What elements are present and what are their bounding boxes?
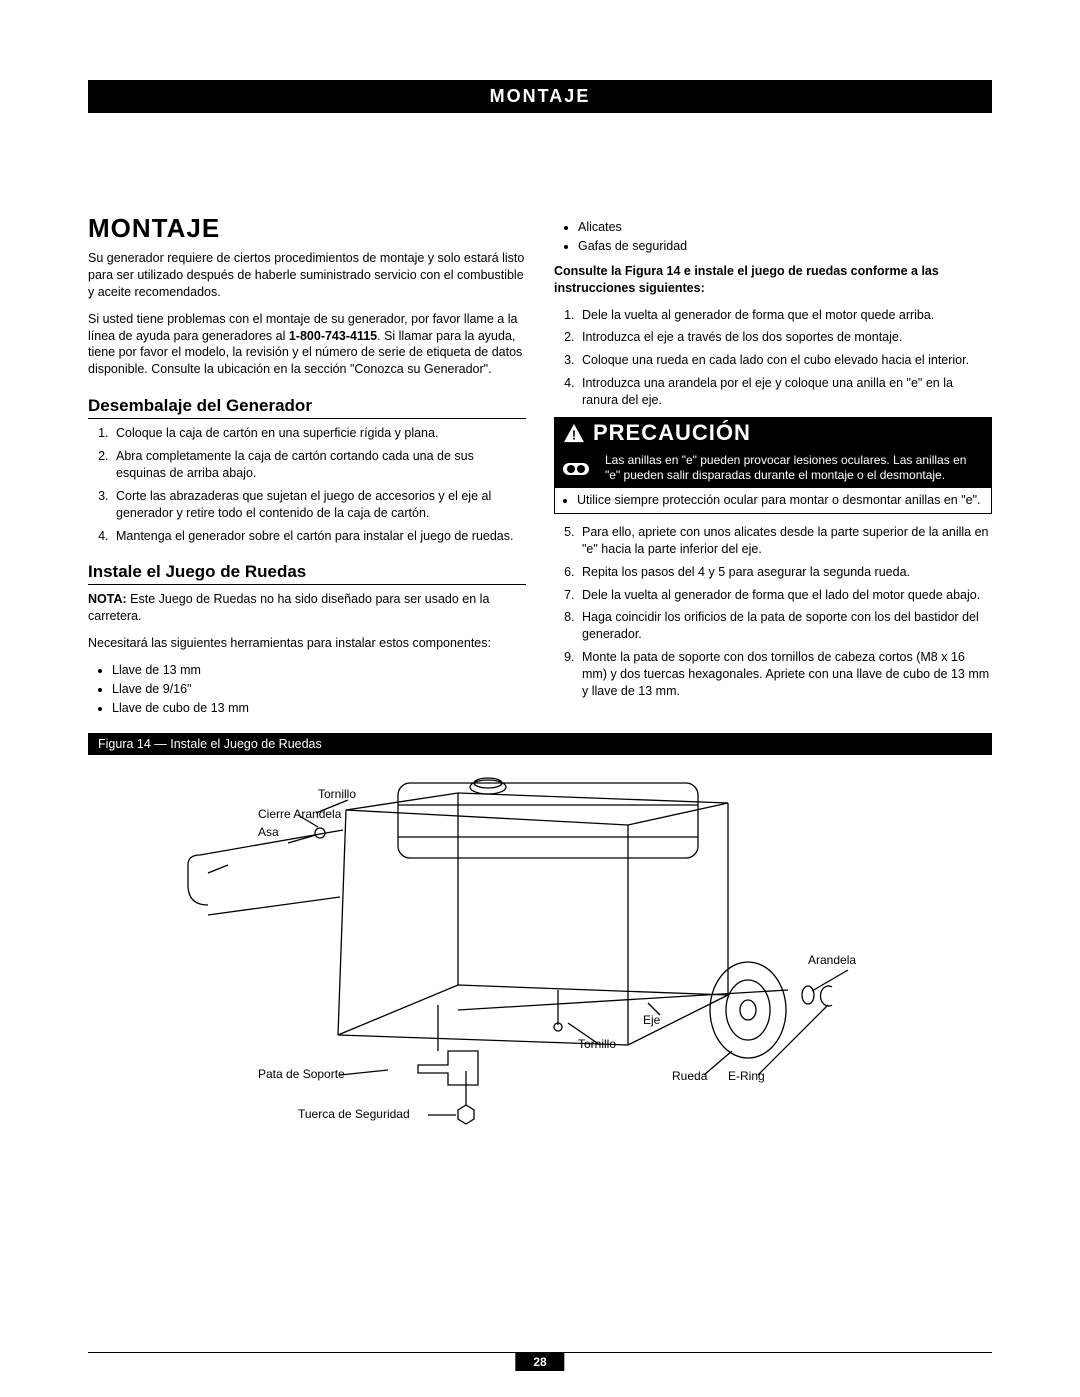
list-item: Gafas de seguridad	[578, 238, 992, 255]
install-steps-b: Para ello, apriete con unos alicates des…	[554, 524, 992, 700]
generator-diagram	[88, 755, 992, 1135]
list-item: Coloque la caja de cartón en una superfi…	[112, 425, 526, 442]
fig-label-cierre: Cierre Arandela	[258, 807, 341, 821]
nota-paragraph: NOTA: Este Juego de Ruedas no ha sido di…	[88, 591, 526, 625]
intro-paragraph-1: Su generador requiere de ciertos procedi…	[88, 250, 526, 301]
caution-header: ! PRECAUCIÓN	[555, 418, 991, 448]
intro-paragraph-2: Si usted tiene problemas con el montaje …	[88, 311, 526, 379]
unpack-list: Coloque la caja de cartón en una superfi…	[88, 425, 526, 544]
list-item: Coloque una rueda en cada lado con el cu…	[578, 352, 992, 369]
section-title: MONTAJE	[88, 213, 526, 244]
caution-body: Las anillas en "e" pueden provocar lesio…	[597, 449, 991, 488]
page-banner: MONTAJE	[88, 80, 992, 113]
list-item: Repita los pasos del 4 y 5 para asegurar…	[578, 564, 992, 581]
tools-list-right: Alicates Gafas de seguridad	[554, 219, 992, 255]
list-item: Monte la pata de soporte con dos tornill…	[578, 649, 992, 700]
list-item: Introduzca una arandela por el eje y col…	[578, 375, 992, 409]
subheading-desembalaje: Desembalaje del Generador	[88, 396, 526, 419]
nota-label: NOTA:	[88, 592, 127, 606]
caution-box: ! PRECAUCIÓN Las anillas en "e" pueden p…	[554, 417, 992, 514]
caution-bullet-list: Utilice siempre protección ocular para m…	[555, 488, 991, 513]
consult-paragraph: Consulte la Figura 14 e instale el juego…	[554, 263, 992, 297]
list-item: Alicates	[578, 219, 992, 236]
list-item: Abra completamente la caja de cartón cor…	[112, 448, 526, 482]
subheading-ruedas: Instale el Juego de Ruedas	[88, 562, 526, 585]
figure-caption: Figura 14 — Instale el Juego de Ruedas	[88, 733, 992, 755]
right-column: Alicates Gafas de seguridad Consulte la …	[554, 213, 992, 719]
help-phone: 1-800-743-4115	[289, 329, 377, 343]
fig-label-tornillo-2: Tornillo	[578, 1037, 616, 1051]
fig-label-pata: Pata de Soporte	[258, 1067, 345, 1081]
fig-label-asa: Asa	[258, 825, 279, 839]
fig-label-tornillo-1: Tornillo	[318, 787, 356, 801]
list-item: Mantenga el generador sobre el cartón pa…	[112, 528, 526, 545]
figure-area: Tornillo Cierre Arandela Asa Arandela Ej…	[88, 755, 992, 1135]
list-item: Llave de cubo de 13 mm	[112, 700, 526, 717]
goggles-icon	[555, 449, 597, 488]
list-item: Introduzca el eje a través de los dos so…	[578, 329, 992, 346]
list-item: Para ello, apriete con unos alicates des…	[578, 524, 992, 558]
fig-label-tuerca: Tuerca de Seguridad	[298, 1107, 410, 1121]
list-item: Dele la vuelta al generador de forma que…	[578, 587, 992, 604]
fig-label-ering: E-Ring	[728, 1069, 765, 1083]
svg-text:!: !	[572, 427, 576, 442]
list-item: Llave de 9/16"	[112, 681, 526, 698]
warning-triangle-icon: !	[563, 423, 585, 443]
fig-label-rueda: Rueda	[672, 1069, 707, 1083]
list-item: Utilice siempre protección ocular para m…	[577, 492, 983, 509]
nota-text: Este Juego de Ruedas no ha sido diseñado…	[88, 592, 489, 623]
fig-label-arandela: Arandela	[808, 953, 856, 967]
list-item: Haga coincidir los orificios de la pata …	[578, 609, 992, 643]
list-item: Llave de 13 mm	[112, 662, 526, 679]
caution-title: PRECAUCIÓN	[593, 420, 751, 446]
list-item: Corte las abrazaderas que sujetan el jue…	[112, 488, 526, 522]
install-steps-a: Dele la vuelta al generador de forma que…	[554, 307, 992, 409]
fig-label-eje: Eje	[643, 1013, 660, 1027]
figure-block: Figura 14 — Instale el Juego de Ruedas	[88, 733, 992, 1135]
page-number: 28	[515, 1353, 564, 1371]
left-column: MONTAJE Su generador requiere de ciertos…	[88, 213, 526, 719]
tools-intro: Necesitará las siguientes herramientas p…	[88, 635, 526, 652]
list-item: Dele la vuelta al generador de forma que…	[578, 307, 992, 324]
tools-list-left: Llave de 13 mm Llave de 9/16" Llave de c…	[88, 662, 526, 717]
